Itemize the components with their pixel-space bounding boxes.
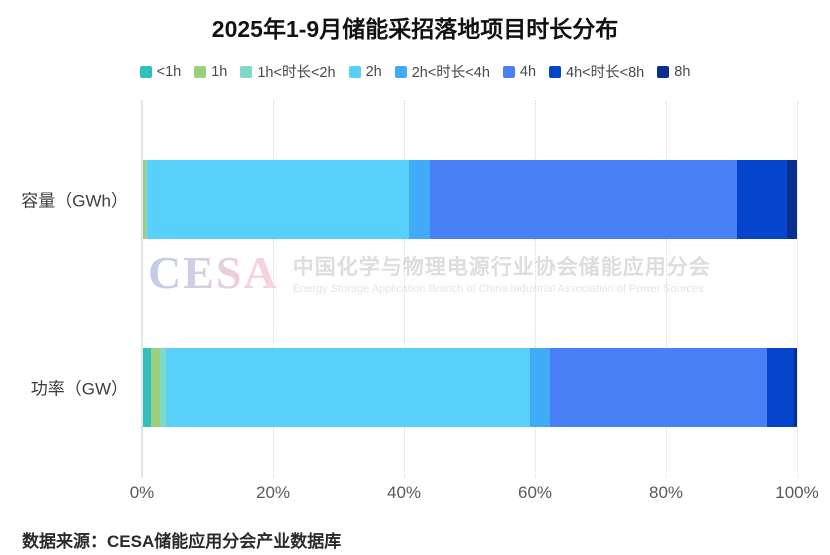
x-tick-label: 60% [517, 483, 553, 502]
legend-swatch-icon [240, 65, 253, 78]
x-tick-label: 80% [648, 483, 684, 502]
plot-area: 容量（GWh） 功率（GW） 0% 20% 40% 60% 80% 100% CESA 中国… [21, 100, 819, 502]
bar-segment [429, 160, 738, 239]
legend-item: 4h [502, 63, 537, 80]
bar-segment [147, 160, 409, 239]
bar-segment [550, 348, 767, 427]
watermark-cesa-logo: CESA [148, 247, 279, 298]
legend-item: 8h [657, 64, 690, 80]
watermark: CESA 中国化学与物理电源行业协会储能应用分会 Energy Storage … [148, 250, 711, 296]
x-tick-label: 20% [255, 483, 291, 502]
legend-swatch-icon [394, 65, 407, 78]
bar-segment [151, 348, 161, 427]
legend-label: 8h [674, 63, 691, 80]
y-category-label: 容量（GWh） [21, 191, 128, 211]
chart-title: 2025年1-9月储能采招落地项目时长分布 [211, 16, 619, 42]
legend-swatch-icon [549, 65, 562, 78]
x-tick-label: 100% [775, 483, 819, 502]
bar-segment [165, 348, 531, 427]
gridline [797, 100, 798, 478]
bar-segment [142, 348, 152, 427]
legend: <1h 1h 1h<时长<2h 2h 2h<时长<4h 4h 4h<时长<8h 8h [0, 61, 830, 82]
gridline [535, 100, 536, 478]
legend-item: 2h<时长<4h [394, 61, 490, 82]
legend-swatch-icon [657, 65, 670, 78]
legend-swatch-icon [194, 65, 207, 78]
bar-segment [143, 160, 146, 239]
legend-label: 1h<时长<2h [257, 65, 336, 81]
watermark-en-text: Energy Storage Application Branch of Chi… [292, 283, 704, 295]
bar-segment [787, 160, 797, 239]
y-category-label: 功率（GW） [30, 379, 128, 399]
gridline [273, 100, 274, 478]
legend-label: 4h<时长<8h [566, 65, 645, 81]
bar-segment [145, 160, 148, 239]
bar-segment [530, 348, 551, 427]
legend-swatch-icon [502, 65, 515, 78]
data-source-note: 数据来源：CESA储能应用分会产业数据库 [22, 532, 342, 551]
legend-label: 1h [211, 63, 228, 80]
x-tick-label: 40% [386, 483, 422, 502]
bar-segment [793, 348, 797, 427]
bar-segment [408, 160, 430, 239]
legend-item: 1h [194, 64, 227, 80]
bar-row [142, 348, 797, 427]
legend-item: 1h<时长<2h [240, 61, 336, 82]
legend-swatch-icon [348, 65, 361, 78]
gridline [404, 100, 405, 478]
gridline [666, 100, 667, 478]
legend-item: 4h<时长<8h [549, 61, 644, 82]
legend-label: 2h<时长<4h [411, 65, 490, 81]
bar-segment [160, 348, 166, 427]
legend-swatch-icon [139, 65, 152, 78]
legend-label: <1h [156, 63, 182, 80]
legend-label: 4h [519, 63, 537, 80]
watermark-cn-text: 中国化学与物理电源行业协会储能应用分会 [292, 256, 711, 279]
watermark-text: 中国化学与物理电源行业协会储能应用分会 Energy Storage Appli… [293, 251, 711, 295]
legend-item: <1h [139, 63, 182, 80]
x-tick-label: 0% [129, 483, 155, 502]
legend-item: 2h [348, 63, 382, 80]
legend-label: 2h [365, 63, 382, 80]
bar-row [142, 160, 797, 239]
bar-segment [766, 348, 794, 427]
y-axis-line [141, 100, 143, 478]
bar-segment [737, 160, 788, 239]
